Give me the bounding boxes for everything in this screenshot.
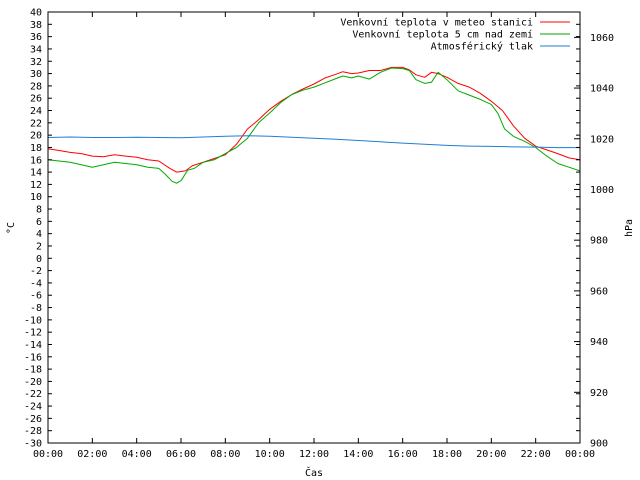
x-tick-label: 00:00: [33, 449, 63, 460]
y-tick-label: 22: [30, 118, 42, 129]
y-tick-label: -6: [30, 291, 42, 302]
y-tick-label: 40: [30, 8, 42, 19]
y-tick-label: 36: [30, 32, 42, 43]
y-tick-label: 0: [36, 254, 42, 265]
y-tick-label: 26: [30, 94, 42, 105]
y-tick-label: -30: [24, 439, 42, 450]
y-tick-label: -24: [24, 402, 42, 413]
series-line-2: [47, 67, 581, 184]
y-tick-label: -12: [24, 328, 42, 339]
y2-tick-label: 900: [590, 439, 608, 450]
y2-tick-label: 980: [590, 236, 608, 247]
y-tick-label: -16: [24, 352, 42, 363]
y2-tick-label: 920: [590, 388, 608, 399]
y-tick-label: -26: [24, 414, 42, 425]
y-tick-label: 24: [30, 106, 42, 117]
x-tick-label: 06:00: [166, 449, 196, 460]
y-tick-label: 2: [36, 241, 42, 252]
y2-tick-label: 960: [590, 286, 608, 297]
series-line-1: [47, 66, 581, 173]
x-tick-label: 00:00: [565, 449, 595, 460]
y-tick-label: 32: [30, 57, 42, 68]
x-tick-label: 16:00: [388, 449, 418, 460]
y-tick-label: 16: [30, 155, 42, 166]
y-tick-label: -18: [24, 365, 42, 376]
y-tick-label: 6: [36, 217, 42, 228]
axis-ticks-group: 4038363432302826242220181614121086420-2-…: [24, 8, 614, 461]
y-tick-label: 38: [30, 20, 42, 31]
y-tick-label: 34: [30, 44, 42, 55]
legend-label-2: Venkovní teplota 5 cm nad zemí: [352, 29, 533, 41]
x-tick-label: 04:00: [122, 449, 152, 460]
y-tick-label: 14: [30, 168, 42, 179]
y-tick-label: 4: [36, 229, 42, 240]
y2-tick-label: 940: [590, 337, 608, 348]
x-tick-label: 10:00: [255, 449, 285, 460]
legend: Venkovní teplota v meteo staniciVenkovní…: [340, 17, 570, 53]
y-tick-label: 10: [30, 192, 42, 203]
x-tick-label: 20:00: [476, 449, 506, 460]
y-tick-label: 8: [36, 205, 42, 216]
y-tick-label: -8: [30, 303, 42, 314]
y-tick-label: -20: [24, 377, 42, 388]
x-tick-label: 18:00: [432, 449, 462, 460]
legend-label-3: Atmosférický tlak: [431, 41, 533, 53]
x-tick-label: 22:00: [521, 449, 551, 460]
y2-axis-title: hPa: [624, 219, 635, 237]
y-tick-label: -14: [24, 340, 42, 351]
y2-tick-label: 1040: [590, 84, 614, 95]
y-tick-label: -28: [24, 426, 42, 437]
plot-series-group: [47, 66, 581, 184]
y2-tick-label: 1060: [590, 33, 614, 44]
y-tick-label: 20: [30, 131, 42, 142]
y-tick-label: -2: [30, 266, 42, 277]
y2-tick-label: 1000: [590, 185, 614, 196]
x-tick-label: 02:00: [77, 449, 107, 460]
y-tick-label: -4: [30, 278, 42, 289]
y-tick-label: 28: [30, 81, 42, 92]
y-tick-label: 18: [30, 143, 42, 154]
y-tick-label: 30: [30, 69, 42, 80]
y-tick-label: -22: [24, 389, 42, 400]
series-line-3: [47, 135, 580, 149]
y2-tick-label: 1020: [590, 134, 614, 145]
y-tick-label: -10: [24, 315, 42, 326]
y-axis-title: °C: [6, 222, 17, 234]
y-tick-label: 12: [30, 180, 42, 191]
x-tick-label: 12:00: [299, 449, 329, 460]
x-tick-label: 08:00: [210, 449, 240, 460]
x-axis-title: Čas: [305, 466, 323, 479]
x-tick-label: 14:00: [343, 449, 373, 460]
legend-label-1: Venkovní teplota v meteo stanici: [340, 17, 533, 29]
